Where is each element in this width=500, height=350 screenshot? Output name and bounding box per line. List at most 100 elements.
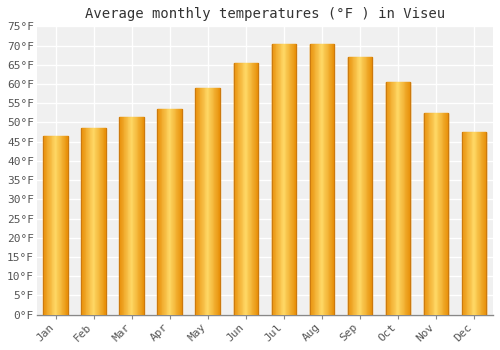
Bar	[480, 132, 482, 315]
Bar	[360, 57, 361, 315]
Bar	[52, 136, 54, 315]
Bar	[359, 57, 360, 315]
Bar	[482, 132, 483, 315]
Bar	[440, 113, 441, 315]
Bar	[392, 82, 393, 315]
Bar	[365, 57, 366, 315]
Bar	[466, 132, 468, 315]
Bar	[437, 113, 438, 315]
Bar	[83, 128, 84, 315]
Bar	[364, 57, 365, 315]
Bar	[330, 44, 331, 315]
Bar	[44, 136, 45, 315]
Bar	[244, 63, 245, 315]
Bar	[122, 117, 124, 315]
Bar	[436, 113, 437, 315]
Bar	[64, 136, 65, 315]
Bar	[288, 44, 289, 315]
Bar	[86, 128, 87, 315]
Bar	[370, 57, 372, 315]
Bar	[438, 113, 440, 315]
Bar	[256, 63, 258, 315]
Bar	[355, 57, 356, 315]
Bar	[196, 88, 197, 315]
Bar	[323, 44, 324, 315]
Bar	[58, 136, 59, 315]
Bar	[279, 44, 280, 315]
Bar	[202, 88, 203, 315]
Bar	[127, 117, 128, 315]
Bar	[216, 88, 217, 315]
Bar	[331, 44, 332, 315]
Bar	[136, 117, 138, 315]
Bar	[88, 128, 89, 315]
Bar	[317, 44, 318, 315]
Bar	[55, 136, 56, 315]
Bar	[462, 132, 464, 315]
Bar	[464, 132, 465, 315]
Bar	[242, 63, 244, 315]
Bar	[369, 57, 370, 315]
Bar	[310, 44, 311, 315]
Bar	[275, 44, 276, 315]
Bar	[325, 44, 326, 315]
Title: Average monthly temperatures (°F ) in Viseu: Average monthly temperatures (°F ) in Vi…	[85, 7, 445, 21]
Bar	[208, 88, 210, 315]
Bar	[131, 117, 132, 315]
Bar	[318, 44, 320, 315]
Bar	[479, 132, 480, 315]
Bar	[172, 109, 173, 315]
Bar	[397, 82, 398, 315]
Bar	[407, 82, 408, 315]
Bar	[59, 136, 60, 315]
Bar	[87, 128, 88, 315]
Bar	[66, 136, 68, 315]
Bar	[92, 128, 93, 315]
Bar	[94, 128, 96, 315]
Bar	[368, 57, 369, 315]
Bar	[386, 82, 388, 315]
Bar	[198, 88, 199, 315]
Bar	[398, 82, 399, 315]
Bar	[206, 88, 207, 315]
Bar	[93, 128, 94, 315]
Bar	[142, 117, 144, 315]
Bar	[396, 82, 397, 315]
Bar	[120, 117, 121, 315]
Bar	[283, 44, 284, 315]
Bar	[485, 132, 486, 315]
Bar	[250, 63, 251, 315]
Bar	[465, 132, 466, 315]
Bar	[141, 117, 142, 315]
Bar	[389, 82, 390, 315]
Bar	[63, 136, 64, 315]
Bar	[282, 44, 283, 315]
Bar	[286, 44, 287, 315]
Bar	[348, 57, 349, 315]
Bar	[102, 128, 103, 315]
Bar	[399, 82, 400, 315]
Bar	[169, 109, 170, 315]
Bar	[164, 109, 165, 315]
Bar	[125, 117, 126, 315]
Bar	[246, 63, 248, 315]
Bar	[46, 136, 48, 315]
Bar	[432, 113, 434, 315]
Bar	[478, 132, 479, 315]
Bar	[473, 132, 474, 315]
Bar	[356, 57, 358, 315]
Bar	[394, 82, 396, 315]
Bar	[251, 63, 252, 315]
Bar	[163, 109, 164, 315]
Bar	[426, 113, 427, 315]
Bar	[238, 63, 240, 315]
Bar	[236, 63, 237, 315]
Bar	[204, 88, 206, 315]
Bar	[349, 57, 350, 315]
Bar	[475, 132, 476, 315]
Bar	[50, 136, 51, 315]
Bar	[406, 82, 407, 315]
Bar	[403, 82, 404, 315]
Bar	[240, 63, 241, 315]
Bar	[312, 44, 313, 315]
